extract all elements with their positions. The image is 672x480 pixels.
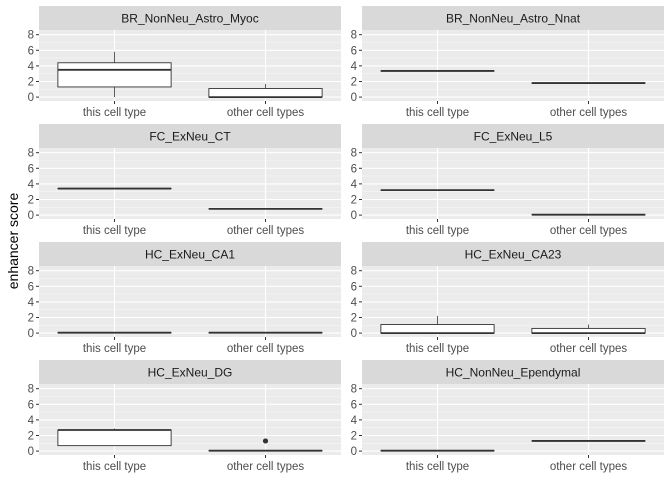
y-tick-label: 6	[28, 399, 34, 411]
facet-title: BR_NonNeu_Astro_Myoc	[121, 12, 258, 26]
y-tick-label: 2	[28, 194, 34, 206]
y-tick-label: 8	[351, 148, 357, 160]
facet-title: HC_ExNeu_CA23	[465, 248, 562, 262]
facet-strip	[39, 124, 341, 148]
boxplot-other-cell-types	[208, 438, 323, 452]
x-tick-label: other cell types	[550, 107, 628, 119]
y-tick-label: 0	[28, 446, 34, 458]
y-tick-label: 2	[28, 76, 34, 88]
y-tick-label: 6	[28, 45, 34, 57]
facet-panel: HC_ExNeu_DG 0 2 4 6 8 this cell type other cell…	[28, 360, 341, 473]
y-tick-label: 8	[28, 266, 34, 278]
box-iqr	[380, 324, 495, 334]
y-tick-label: 0	[28, 92, 34, 104]
x-tick-label: other cell types	[227, 107, 305, 119]
y-tick-label: 6	[351, 45, 357, 57]
y-tick-label: 4	[28, 415, 35, 427]
facet-panel: FC_ExNeu_L5 0 2 4 6 8 this cell type other cell…	[351, 124, 664, 237]
y-tick-label: 0	[351, 446, 357, 458]
y-tick-label: 0	[28, 328, 34, 340]
facet-strip	[362, 360, 664, 384]
facet-title: HC_ExNeu_DG	[148, 366, 233, 380]
y-tick-label: 6	[351, 399, 357, 411]
x-tick-label: other cell types	[227, 461, 305, 473]
y-axis-title: enhancer score	[5, 193, 21, 290]
x-tick-label: this cell type	[83, 225, 146, 237]
y-tick-label: 2	[351, 312, 357, 324]
y-tick-label: 4	[28, 297, 35, 309]
x-tick-label: this cell type	[406, 225, 469, 237]
x-tick-label: other cell types	[550, 461, 628, 473]
y-tick-label: 8	[28, 148, 34, 160]
facet-strip	[39, 6, 341, 30]
facet-panel: FC_ExNeu_CT 0 2 4 6 8 this cell type other cell…	[28, 124, 341, 237]
y-tick-label: 0	[351, 328, 357, 340]
y-tick-label: 2	[351, 194, 357, 206]
x-tick-label: other cell types	[550, 343, 628, 355]
x-tick-label: other cell types	[550, 225, 628, 237]
facet-title: BR_NonNeu_Astro_Nnat	[446, 12, 581, 26]
facet-panel: HC_NonNeu_Ependymal 0 2 4 6 8 this cell type ot…	[351, 360, 664, 473]
boxplot-other-cell-types	[208, 83, 323, 98]
y-tick-label: 4	[28, 179, 35, 191]
y-tick-label: 2	[28, 430, 34, 442]
facet-title: HC_ExNeu_CA1	[145, 248, 235, 262]
y-tick-label: 4	[351, 297, 358, 309]
boxplot-this-cell-type	[57, 51, 172, 98]
y-tick-label: 8	[351, 384, 357, 396]
boxplot-other-cell-types	[531, 324, 646, 334]
outlier-point	[262, 438, 269, 444]
y-tick-label: 2	[351, 76, 357, 88]
facet-panel: HC_ExNeu_CA1 0 2 4 6 8 this cell type other cel…	[28, 242, 341, 355]
facet-strip	[362, 242, 664, 266]
x-tick-label: this cell type	[406, 107, 469, 119]
y-tick-label: 0	[351, 92, 357, 104]
y-tick-label: 4	[351, 415, 358, 427]
y-tick-label: 4	[351, 179, 358, 191]
y-tick-label: 6	[351, 281, 357, 293]
y-tick-label: 2	[351, 430, 357, 442]
y-tick-label: 6	[28, 163, 34, 175]
facet-title: FC_ExNeu_CT	[149, 130, 231, 144]
facet-panel: HC_ExNeu_CA23 0 2 4 6 8 this cell type other ce…	[351, 242, 664, 355]
x-tick-label: this cell type	[406, 343, 469, 355]
boxplot-this-cell-type	[380, 315, 495, 334]
facet-panel: BR_NonNeu_Astro_Nnat 0 2 4 6 8 this cell type o…	[351, 6, 664, 119]
x-tick-label: this cell type	[83, 107, 146, 119]
x-tick-label: this cell type	[83, 461, 146, 473]
box-iqr	[57, 62, 172, 88]
y-tick-label: 2	[28, 312, 34, 324]
facet-strip	[39, 360, 341, 384]
y-tick-label: 0	[351, 210, 357, 222]
facet-title: FC_ExNeu_L5	[474, 130, 553, 144]
y-tick-label: 0	[28, 210, 34, 222]
boxplot-this-cell-type	[57, 428, 172, 447]
facet-strip	[362, 6, 664, 30]
facet-strip	[39, 242, 341, 266]
facet-panel: BR_NonNeu_Astro_Myoc 0 2 4 6 8 this cell type o…	[28, 6, 341, 119]
box-iqr	[208, 88, 323, 98]
box-iqr	[57, 429, 172, 447]
y-tick-label: 6	[351, 163, 357, 175]
y-tick-label: 8	[28, 30, 34, 42]
y-tick-label: 8	[351, 266, 357, 278]
y-tick-label: 6	[28, 281, 34, 293]
y-tick-label: 4	[351, 61, 358, 73]
y-tick-label: 4	[28, 61, 35, 73]
x-tick-label: this cell type	[406, 461, 469, 473]
y-tick-label: 8	[351, 30, 357, 42]
x-tick-label: other cell types	[227, 343, 305, 355]
facet-strip	[362, 124, 664, 148]
y-tick-label: 8	[28, 384, 34, 396]
facet-title: HC_NonNeu_Ependymal	[446, 366, 581, 380]
x-tick-label: other cell types	[227, 225, 305, 237]
x-tick-label: this cell type	[83, 343, 146, 355]
